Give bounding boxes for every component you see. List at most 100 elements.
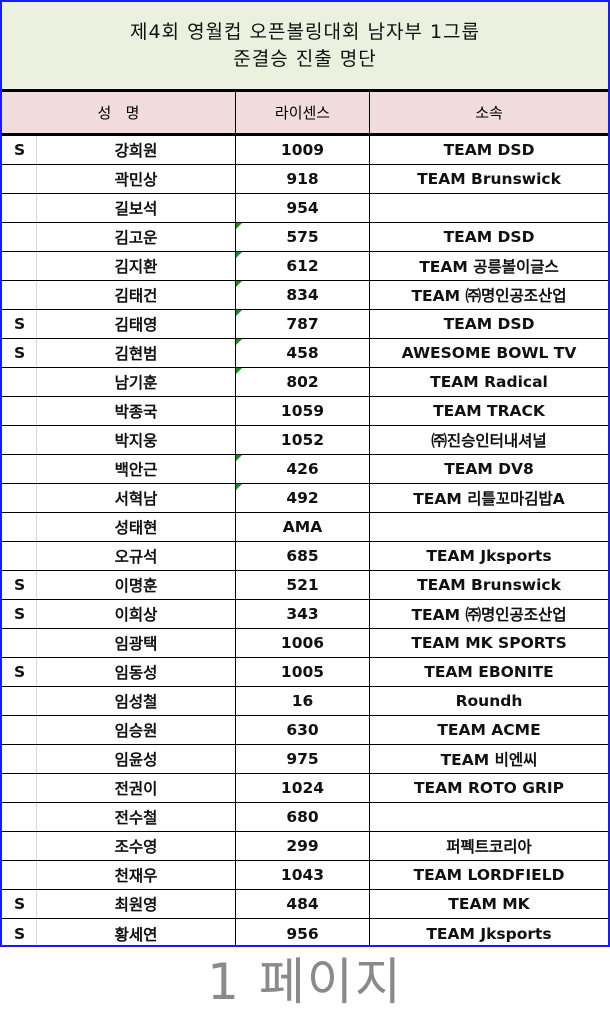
license-cell[interactable]: 975	[236, 745, 370, 773]
license-cell[interactable]: 521	[236, 571, 370, 599]
name-cell[interactable]: 김지환	[37, 252, 236, 280]
name-cell[interactable]: 전권이	[37, 774, 236, 802]
affiliation-cell[interactable]: TEAM Jksports	[426, 547, 552, 565]
comment-indicator-icon[interactable]	[236, 455, 242, 461]
license-cell[interactable]: 834	[236, 281, 370, 309]
affiliation-cell[interactable]: TEAM DV8	[444, 460, 534, 478]
mark-cell[interactable]: S	[2, 339, 37, 367]
header-affiliation[interactable]: 소속	[475, 104, 503, 122]
title-cell[interactable]: 제4회 영월컵 오픈볼링대회 남자부 1그룹 준결승 진출 명단	[2, 2, 608, 92]
mark-cell[interactable]	[2, 745, 37, 773]
name-cell[interactable]: 곽민상	[37, 165, 236, 193]
license-cell[interactable]: 1006	[236, 629, 370, 657]
mark-cell[interactable]	[2, 484, 37, 512]
license-cell[interactable]: 685	[236, 542, 370, 570]
affiliation-cell[interactable]	[370, 803, 608, 831]
name-cell[interactable]: 김현범	[37, 339, 236, 367]
mark-cell[interactable]: S	[2, 310, 37, 338]
affiliation-cell[interactable]: TEAM ROTO GRIP	[413, 779, 565, 797]
mark-cell[interactable]	[2, 861, 37, 889]
license-cell[interactable]: 1005	[236, 658, 370, 686]
mark-cell[interactable]: S	[2, 136, 37, 164]
license-cell[interactable]: 426	[236, 455, 370, 483]
affiliation-cell[interactable]	[370, 194, 608, 222]
mark-cell[interactable]	[2, 774, 37, 802]
mark-cell[interactable]	[2, 832, 37, 860]
name-cell[interactable]: 김태영	[37, 310, 236, 338]
name-cell[interactable]: 최원영	[37, 890, 236, 918]
mark-cell[interactable]	[2, 194, 37, 222]
mark-cell[interactable]	[2, 281, 37, 309]
mark-cell[interactable]	[2, 165, 37, 193]
affiliation-cell[interactable]: Roundh	[455, 692, 523, 710]
affiliation-cell[interactable]: TEAM TRACK	[433, 402, 545, 420]
mark-cell[interactable]: S	[2, 571, 37, 599]
affiliation-cell[interactable]: TEAM MK	[448, 895, 530, 913]
name-cell[interactable]: 강희원	[37, 136, 236, 164]
comment-indicator-icon[interactable]	[236, 484, 242, 490]
license-cell[interactable]: 484	[236, 890, 370, 918]
license-cell[interactable]: 956	[236, 919, 370, 945]
mark-cell[interactable]	[2, 542, 37, 570]
mark-cell[interactable]	[2, 687, 37, 715]
name-cell[interactable]: 길보석	[37, 194, 236, 222]
license-cell[interactable]: 1009	[236, 136, 370, 164]
affiliation-cell[interactable]: ㈜진승인터내셔널	[431, 432, 547, 450]
affiliation-cell[interactable]: TEAM 비엔씨	[440, 751, 538, 769]
license-cell[interactable]: 802	[236, 368, 370, 396]
mark-cell[interactable]: S	[2, 919, 37, 945]
mark-cell[interactable]	[2, 803, 37, 831]
comment-indicator-icon[interactable]	[236, 252, 242, 258]
name-cell[interactable]: 임광택	[37, 629, 236, 657]
license-cell[interactable]: 1043	[236, 861, 370, 889]
license-cell[interactable]: 680	[236, 803, 370, 831]
mark-cell[interactable]	[2, 397, 37, 425]
affiliation-cell[interactable]: TEAM EBONITE	[424, 663, 554, 681]
affiliation-cell[interactable]: TEAM MK SPORTS	[411, 634, 567, 652]
license-cell[interactable]: 575	[236, 223, 370, 251]
license-cell[interactable]: 1052	[236, 426, 370, 454]
name-cell[interactable]: 임윤성	[37, 745, 236, 773]
mark-cell[interactable]	[2, 716, 37, 744]
license-cell[interactable]: 343	[236, 600, 370, 628]
affiliation-cell[interactable]: TEAM LORDFIELD	[413, 866, 565, 884]
mark-cell[interactable]	[2, 368, 37, 396]
mark-cell[interactable]: S	[2, 658, 37, 686]
license-cell[interactable]: 458	[236, 339, 370, 367]
name-cell[interactable]: 임성철	[37, 687, 236, 715]
license-cell[interactable]: 954	[236, 194, 370, 222]
mark-cell[interactable]	[2, 252, 37, 280]
license-cell[interactable]: 630	[236, 716, 370, 744]
name-cell[interactable]: 박종국	[37, 397, 236, 425]
affiliation-cell[interactable]: TEAM DSD	[443, 315, 535, 333]
affiliation-cell[interactable]: TEAM 공릉볼이글스	[419, 258, 559, 276]
name-cell[interactable]: 오규석	[37, 542, 236, 570]
affiliation-cell[interactable]: TEAM 리틀꼬마김밥A	[413, 490, 565, 508]
name-cell[interactable]: 조수영	[37, 832, 236, 860]
affiliation-cell[interactable]: 퍼펙트코리아	[446, 838, 532, 856]
affiliation-cell[interactable]: TEAM Brunswick	[417, 170, 561, 188]
name-cell[interactable]: 이명훈	[37, 571, 236, 599]
license-cell[interactable]: 492	[236, 484, 370, 512]
mark-cell[interactable]	[2, 629, 37, 657]
name-cell[interactable]: 남기훈	[37, 368, 236, 396]
affiliation-cell[interactable]: TEAM DSD	[443, 228, 535, 246]
license-cell[interactable]: AMA	[236, 513, 370, 541]
comment-indicator-icon[interactable]	[236, 281, 242, 287]
mark-cell[interactable]	[2, 223, 37, 251]
name-cell[interactable]: 전수철	[37, 803, 236, 831]
affiliation-cell[interactable]: TEAM DSD	[443, 141, 535, 159]
license-cell[interactable]: 16	[236, 687, 370, 715]
affiliation-cell[interactable]: TEAM Jksports	[426, 924, 552, 943]
name-cell[interactable]: 백안근	[37, 455, 236, 483]
license-cell[interactable]: 1024	[236, 774, 370, 802]
mark-cell[interactable]: S	[2, 890, 37, 918]
name-cell[interactable]: 임동성	[37, 658, 236, 686]
name-cell[interactable]: 박지웅	[37, 426, 236, 454]
comment-indicator-icon[interactable]	[236, 310, 242, 316]
license-cell[interactable]: 1059	[236, 397, 370, 425]
affiliation-cell[interactable]: AWESOME BOWL TV	[401, 344, 577, 362]
affiliation-cell[interactable]: TEAM Brunswick	[417, 576, 561, 594]
mark-cell[interactable]	[2, 426, 37, 454]
mark-cell[interactable]	[2, 513, 37, 541]
